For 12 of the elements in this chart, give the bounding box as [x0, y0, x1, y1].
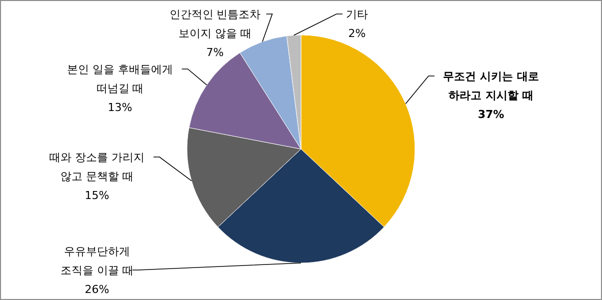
- slice-label: 기타: [346, 8, 368, 21]
- slice-label: 무조건 시키는 대로 하라고 지시할 때: [443, 70, 539, 102]
- data-label: 13%: [108, 101, 132, 114]
- data-label: 7%: [206, 46, 224, 59]
- slice-label: 때와 장소를 가리지 않고 문책할 때: [50, 151, 144, 183]
- slice-label: 우유부단하게 조직을 이끌 때: [60, 245, 134, 277]
- slice-label: 본인 일을 후배들에게 떠넘길 때: [67, 63, 173, 95]
- data-label: 2%: [348, 27, 366, 40]
- data-label: 26%: [84, 283, 110, 296]
- data-label: 37%: [478, 108, 504, 121]
- data-label: 15%: [84, 189, 110, 202]
- slice-label: 인간적인 빈틈조차 보이지 않을 때: [169, 8, 261, 40]
